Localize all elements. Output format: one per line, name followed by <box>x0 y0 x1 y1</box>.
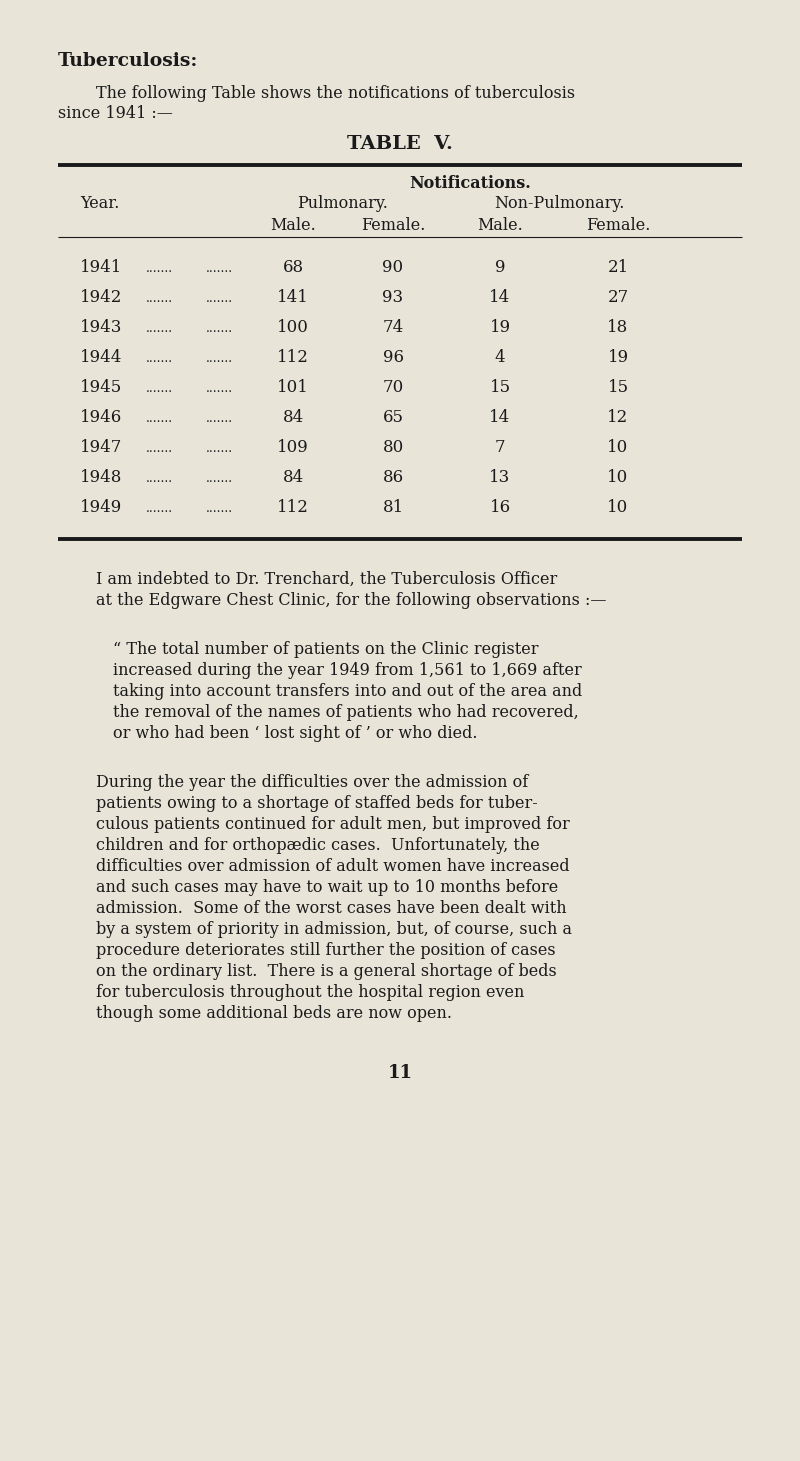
Text: 68: 68 <box>282 259 303 276</box>
Text: 14: 14 <box>490 289 510 305</box>
Text: TABLE  V.: TABLE V. <box>347 134 453 153</box>
Text: .......: ....... <box>206 352 233 365</box>
Text: on the ordinary list.  There is a general shortage of beds: on the ordinary list. There is a general… <box>96 963 557 980</box>
Text: .......: ....... <box>146 412 173 425</box>
Text: 14: 14 <box>490 409 510 427</box>
Text: 84: 84 <box>282 409 304 427</box>
Text: for tuberculosis throughout the hospital region even: for tuberculosis throughout the hospital… <box>96 985 524 1001</box>
Text: 70: 70 <box>382 378 404 396</box>
Text: Pulmonary.: Pulmonary. <box>298 194 389 212</box>
Text: 7: 7 <box>494 438 506 456</box>
Text: I am indebted to Dr. Trenchard, the Tuberculosis Officer: I am indebted to Dr. Trenchard, the Tube… <box>96 571 558 587</box>
Text: 109: 109 <box>277 438 309 456</box>
Text: at the Edgware Chest Clinic, for the following observations :—: at the Edgware Chest Clinic, for the fol… <box>96 592 606 609</box>
Text: 74: 74 <box>382 318 404 336</box>
Text: 1944: 1944 <box>80 349 122 367</box>
Text: 1941: 1941 <box>80 259 122 276</box>
Text: Female.: Female. <box>586 218 650 234</box>
Text: .......: ....... <box>206 472 233 485</box>
Text: Non-Pulmonary.: Non-Pulmonary. <box>494 194 624 212</box>
Text: 27: 27 <box>607 289 629 305</box>
Text: and such cases may have to wait up to 10 months before: and such cases may have to wait up to 10… <box>96 880 558 896</box>
Text: .......: ....... <box>146 292 173 305</box>
Text: .......: ....... <box>206 412 233 425</box>
Text: 65: 65 <box>382 409 403 427</box>
Text: .......: ....... <box>206 262 233 275</box>
Text: Notifications.: Notifications. <box>410 175 531 191</box>
Text: 96: 96 <box>382 349 403 367</box>
Text: 112: 112 <box>277 500 309 516</box>
Text: since 1941 :—: since 1941 :— <box>58 105 173 123</box>
Text: .......: ....... <box>146 503 173 514</box>
Text: taking into account transfers into and out of the area and: taking into account transfers into and o… <box>113 682 582 700</box>
Text: During the year the difficulties over the admission of: During the year the difficulties over th… <box>96 774 528 790</box>
Text: 1947: 1947 <box>80 438 122 456</box>
Text: 19: 19 <box>607 349 629 367</box>
Text: .......: ....... <box>206 503 233 514</box>
Text: 1949: 1949 <box>80 500 122 516</box>
Text: 141: 141 <box>277 289 309 305</box>
Text: .......: ....... <box>206 292 233 305</box>
Text: 1945: 1945 <box>80 378 122 396</box>
Text: 112: 112 <box>277 349 309 367</box>
Text: .......: ....... <box>146 443 173 454</box>
Text: patients owing to a shortage of staffed beds for tuber-: patients owing to a shortage of staffed … <box>96 795 538 812</box>
Text: children and for orthopædic cases.  Unfortunately, the: children and for orthopædic cases. Unfor… <box>96 837 540 855</box>
Text: difficulties over admission of adult women have increased: difficulties over admission of adult wom… <box>96 858 570 875</box>
Text: .......: ....... <box>206 443 233 454</box>
Text: 13: 13 <box>490 469 510 487</box>
Text: Male.: Male. <box>477 218 523 234</box>
Text: increased during the year 1949 from 1,561 to 1,669 after: increased during the year 1949 from 1,56… <box>113 662 582 679</box>
Text: Year.: Year. <box>80 194 119 212</box>
Text: though some additional beds are now open.: though some additional beds are now open… <box>96 1005 452 1023</box>
Text: 1942: 1942 <box>80 289 122 305</box>
Text: 86: 86 <box>382 469 403 487</box>
Text: Tuberculosis:: Tuberculosis: <box>58 53 198 70</box>
Text: 100: 100 <box>277 318 309 336</box>
Text: 10: 10 <box>607 469 629 487</box>
Text: .......: ....... <box>206 321 233 335</box>
Text: admission.  Some of the worst cases have been dealt with: admission. Some of the worst cases have … <box>96 900 566 918</box>
Text: 81: 81 <box>382 500 404 516</box>
Text: 10: 10 <box>607 438 629 456</box>
Text: “ The total number of patients on the Clinic register: “ The total number of patients on the Cl… <box>113 641 538 657</box>
Text: 1948: 1948 <box>80 469 122 487</box>
Text: .......: ....... <box>146 321 173 335</box>
Text: .......: ....... <box>146 262 173 275</box>
Text: The following Table shows the notifications of tuberculosis: The following Table shows the notificati… <box>96 85 575 102</box>
Text: procedure deteriorates still further the position of cases: procedure deteriorates still further the… <box>96 942 556 958</box>
Text: .......: ....... <box>206 381 233 394</box>
Text: 84: 84 <box>282 469 304 487</box>
Text: Female.: Female. <box>361 218 425 234</box>
Text: 101: 101 <box>277 378 309 396</box>
Text: 18: 18 <box>607 318 629 336</box>
Text: .......: ....... <box>146 352 173 365</box>
Text: .......: ....... <box>146 472 173 485</box>
Text: 1943: 1943 <box>80 318 122 336</box>
Text: 19: 19 <box>490 318 510 336</box>
Text: Male.: Male. <box>270 218 316 234</box>
Text: 15: 15 <box>607 378 629 396</box>
Text: or who had been ‘ lost sight of ’ or who died.: or who had been ‘ lost sight of ’ or who… <box>113 725 478 742</box>
Text: 16: 16 <box>490 500 510 516</box>
Text: 90: 90 <box>382 259 403 276</box>
Text: 21: 21 <box>607 259 629 276</box>
Text: .......: ....... <box>146 381 173 394</box>
Text: 12: 12 <box>607 409 629 427</box>
Text: culous patients continued for adult men, but improved for: culous patients continued for adult men,… <box>96 817 570 833</box>
Text: 15: 15 <box>490 378 510 396</box>
Text: by a system of priority in admission, but, of course, such a: by a system of priority in admission, bu… <box>96 920 572 938</box>
Text: 80: 80 <box>382 438 404 456</box>
Text: 9: 9 <box>494 259 506 276</box>
Text: 4: 4 <box>494 349 506 367</box>
Text: 93: 93 <box>382 289 403 305</box>
Text: 1946: 1946 <box>80 409 122 427</box>
Text: 11: 11 <box>387 1064 413 1083</box>
Text: 10: 10 <box>607 500 629 516</box>
Text: the removal of the names of patients who had recovered,: the removal of the names of patients who… <box>113 704 578 720</box>
